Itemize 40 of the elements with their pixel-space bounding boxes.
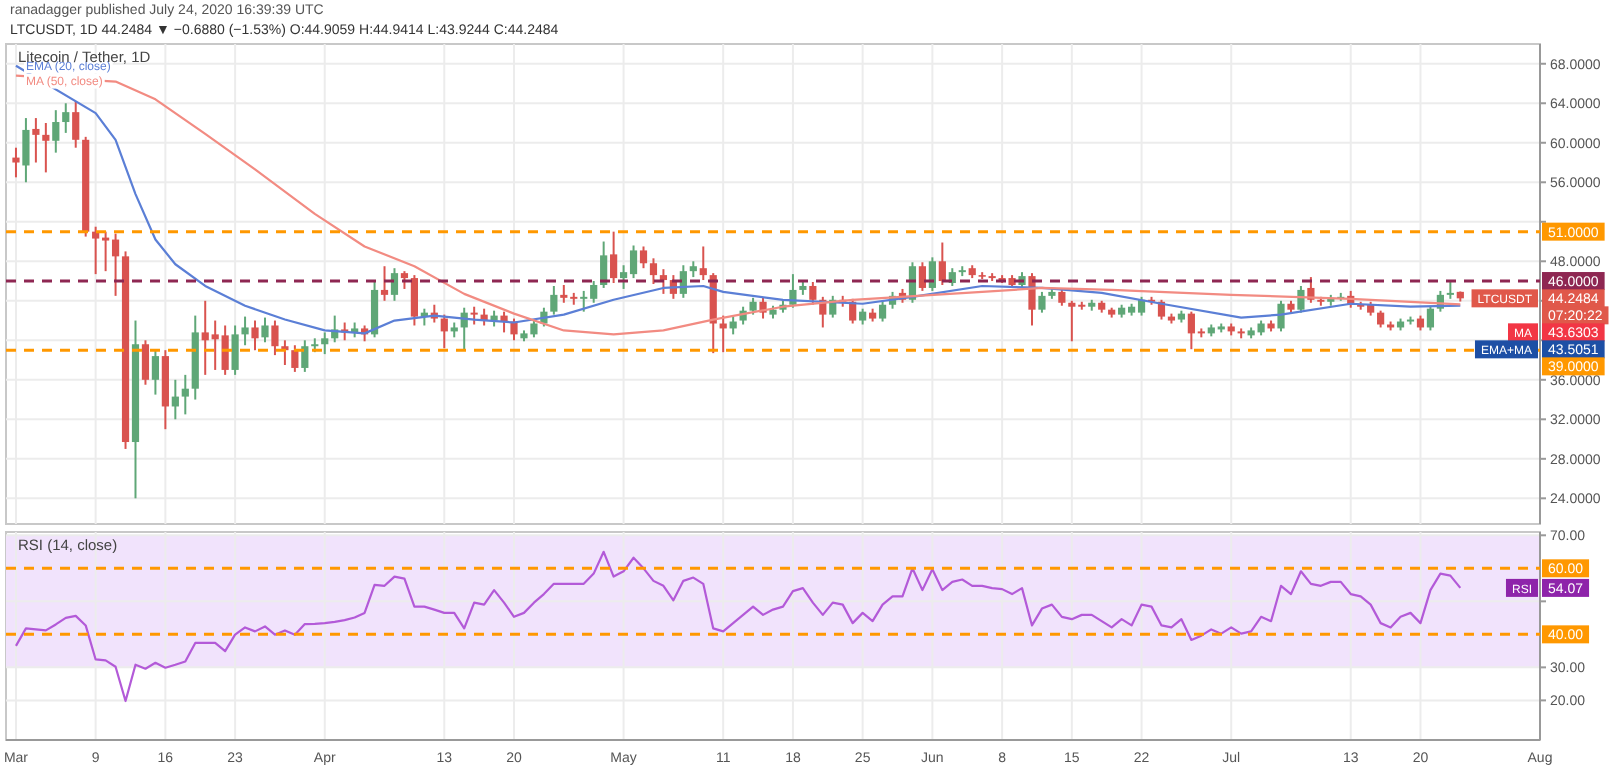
candlestick [610,230,618,285]
candlestick [22,117,30,184]
candlestick [42,122,50,174]
candlestick [231,324,239,376]
candlestick [659,268,668,295]
candlestick [251,319,259,352]
candlestick [699,245,707,282]
candlestick [281,339,289,366]
candlestick [809,281,817,306]
candlestick [410,274,418,327]
candlestick [1277,299,1285,333]
line-series [14,550,1462,703]
candlestick [52,109,60,154]
candlestick [271,319,279,357]
candlestick [649,257,658,285]
candlestick [12,146,20,179]
candlestick [141,339,150,386]
candlestick [550,284,558,316]
candlestick [1038,290,1046,314]
candlestick [390,267,399,302]
candlestick [928,256,936,292]
candlestick [440,313,448,350]
candlestick [32,117,40,164]
candlestick [938,241,946,286]
candlestick [510,317,518,342]
candlestick [72,100,80,149]
candlestick [1426,304,1435,332]
candlestick [918,261,927,292]
candlestick [291,344,299,373]
candlestick [878,299,887,323]
candlestick [62,102,70,134]
candlestick [370,280,379,339]
candlestick [380,265,389,302]
candlestick [151,349,160,396]
candlestick [321,331,329,356]
candlestick [241,315,249,347]
candlestick [301,339,309,373]
candlestick [261,316,269,344]
candlestick [639,245,648,270]
candlestick [181,373,189,416]
